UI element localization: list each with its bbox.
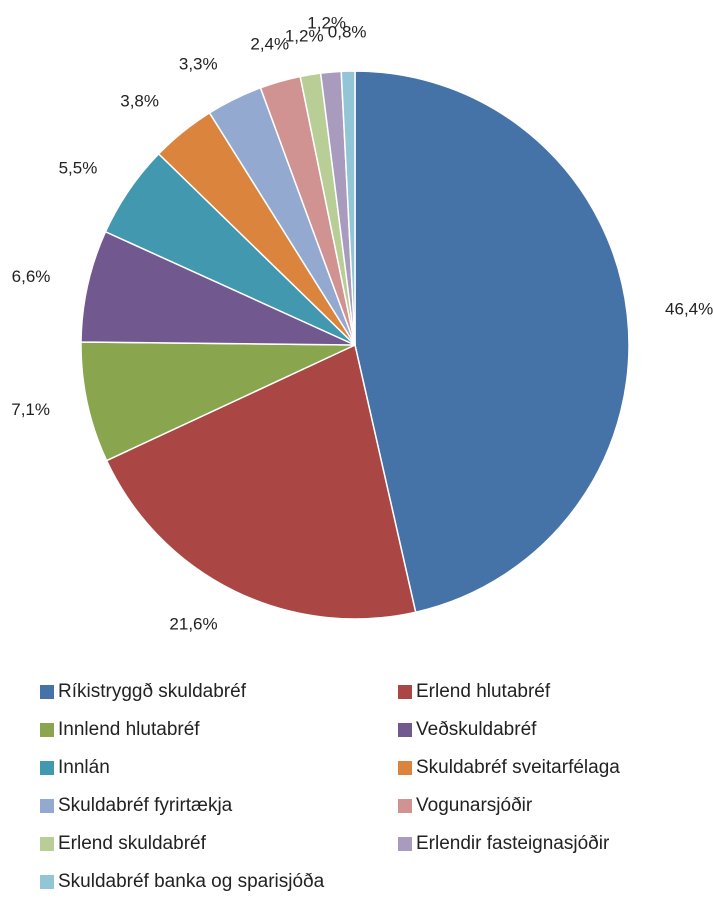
data-label: 46,4% [665,300,713,319]
pie-slice [105,343,417,620]
legend-label: Erlend hlutabréf [416,681,551,702]
legend-swatch [40,761,54,775]
data-label: 1,2% [285,27,324,46]
legend-swatch [398,685,412,699]
legend-swatch [398,799,412,813]
legend-label: Innlend hlutabréf [58,719,200,740]
legend-label: Erlendir fasteignasjóðir [416,833,610,854]
data-label: 3,8% [120,92,159,111]
pie-slice [80,341,356,462]
data-label: 2,4% [250,34,289,53]
legend-label: Ríkistryggð skuldabréf [58,681,247,702]
legend-label: Erlend skuldabréf [58,833,207,854]
pie-slice [354,70,630,614]
legend-swatch [40,799,54,813]
data-label: 1,2% [307,14,346,33]
legend-swatch [40,875,54,889]
legend-swatch [398,837,412,851]
pie-slice [340,70,356,346]
legend-swatch [40,685,54,699]
data-label: 21,6% [169,615,217,634]
data-label: 5,5% [59,159,98,178]
legend-label: Skuldabréf sveitarfélaga [416,757,620,778]
legend-label: Skuldabréf fyrirtækja [58,795,233,816]
legend-swatch [40,723,54,737]
legend-swatch [398,723,412,737]
data-label: 3,3% [179,54,218,73]
legend-swatch [398,761,412,775]
data-label: 7,1% [11,400,50,419]
legend-label: Innlán [58,757,110,778]
pie-slice [80,230,356,346]
legend-swatch [40,837,54,851]
data-label: 6,6% [12,267,51,286]
legend-label: Veðskuldabréf [416,719,537,740]
data-label: 0,8% [328,23,367,42]
legend-label: Skuldabréf banka og sparisjóða [58,871,325,892]
legend-label: Vogunarsjóðir [416,795,533,816]
